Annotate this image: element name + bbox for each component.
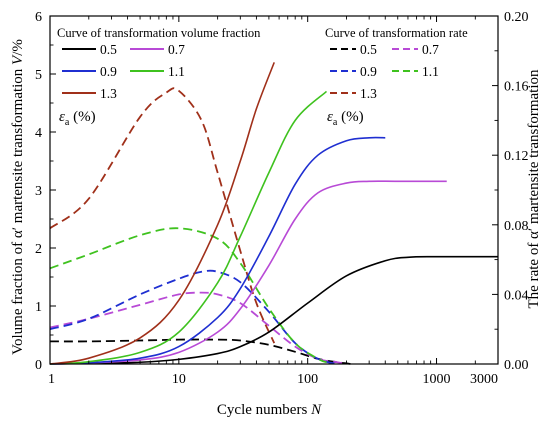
rate-series-1-3 (49, 87, 276, 344)
y-left-tick-label: 2 (35, 242, 42, 257)
volume-series-0-9 (49, 136, 386, 365)
volume-series-1-3 (49, 62, 275, 365)
y-right-tick-label: 0.00 (504, 358, 529, 373)
legend-volume-label-1-3: 1.3 (100, 86, 117, 101)
x-axis-title: Cycle numbers N (217, 402, 322, 418)
legend-left-strain-unit: (%) (69, 109, 95, 125)
legend-left-title: Curve of transformation volume fraction (57, 26, 261, 40)
x-tick-label: 10 (172, 372, 186, 387)
y-axis-left-title-main: Volume fraction of α′ martensite transfo… (10, 65, 26, 355)
y-left-tick-label: 5 (35, 68, 42, 83)
legend-left-strain-symbol: ε (59, 109, 65, 125)
y-axis-left-title-symbol: V (10, 54, 26, 65)
y-left-tick-label: 3 (35, 184, 42, 199)
legend-volume-label-1-1: 1.1 (168, 64, 185, 79)
x-tick-label: 100 (297, 372, 318, 387)
y-left-tick-label: 0 (35, 358, 42, 373)
y-axis-left-title-unit: /% (10, 39, 26, 56)
legend-right-strain-symbol: ε (327, 109, 333, 125)
y-left-tick-label: 1 (35, 300, 42, 315)
axes: 1 10 100 1000 300001234560.000.040.080.120.1… (35, 10, 529, 387)
volume-series-1-1 (49, 90, 328, 365)
legend-rate-label-0-7: 0.7 (422, 42, 439, 57)
legend-right-strain-subscript: a (333, 117, 338, 128)
legend-rate-label-1-3: 1.3 (360, 86, 377, 101)
legend-rate-label-0-5: 0.5 (360, 42, 377, 57)
legend-volume-fraction: 0.5 0.7 0.9 1.1 1.3 (62, 42, 185, 101)
volume-series-0-7 (49, 180, 447, 365)
rate-series-1-1 (49, 227, 327, 364)
legend-left-strain-subscript: a (65, 117, 70, 128)
legend-left-strain-label: εa (%) (59, 109, 96, 128)
x-axis-title-symbol: N (310, 402, 322, 418)
volume-series-0-5 (49, 255, 499, 365)
y-right-tick-label: 0.16 (504, 80, 529, 95)
y-left-tick-label: 4 (35, 126, 42, 141)
x-axis-title-main: Cycle numbers (217, 402, 311, 418)
legend-rate-label-1-1: 1.1 (422, 64, 439, 79)
x-tick-label: 3000 (470, 372, 498, 387)
rate-series-0-5 (49, 338, 352, 365)
y-axis-right-title: The rate of α′ martensite transformation (526, 69, 542, 308)
legend-volume-label-0-9: 0.9 (100, 64, 117, 79)
x-tick-label: 1 (48, 372, 55, 387)
y-right-tick-label: 0.04 (504, 288, 529, 303)
y-right-tick-label: 0.08 (504, 219, 529, 234)
y-right-tick-label: 0.12 (504, 149, 529, 164)
legend-transformation-rate: 0.5 0.7 0.9 1.1 1.3 (330, 42, 439, 101)
legend-right-strain-unit: (%) (337, 109, 363, 125)
legend-rate-label-0-9: 0.9 (360, 64, 377, 79)
y-axis-left-title: Volume fraction of α′ martensite transfo… (10, 39, 26, 355)
legend-volume-label-0-5: 0.5 (100, 42, 117, 57)
legend-volume-label-0-7: 0.7 (168, 42, 185, 57)
y-right-tick-label: 0.20 (504, 10, 529, 25)
y-left-tick-label: 6 (35, 10, 42, 25)
x-tick-label: 1000 (423, 372, 451, 387)
legend-right-strain-label: εa (%) (327, 109, 364, 128)
plot-area (49, 62, 499, 365)
legend-right-title: Curve of transformation rate (325, 26, 468, 40)
